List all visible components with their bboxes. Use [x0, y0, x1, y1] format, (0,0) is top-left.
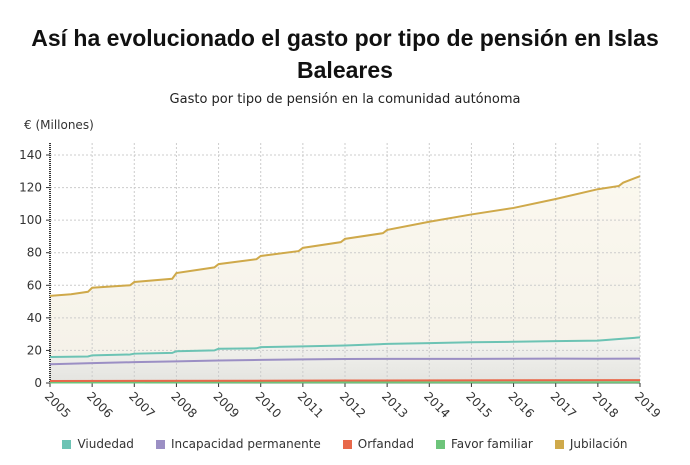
- legend-swatch: [342, 439, 352, 449]
- series-line-viudedad: [49, 336, 641, 358]
- x-tick-label: 2010: [253, 389, 284, 420]
- y-tick-label: 80: [27, 246, 42, 260]
- x-tick-label: 2006: [84, 389, 115, 420]
- x-tick-label: 2013: [379, 389, 410, 420]
- x-tick-label: 2009: [210, 389, 241, 420]
- x-tick-label: 2011: [295, 389, 326, 420]
- legend-item-incapacidad[interactable]: Incapacidad permanente: [155, 437, 321, 451]
- y-tick-label: 60: [27, 278, 42, 292]
- series-line-incapacidad-permanente: [49, 357, 641, 366]
- x-tick-label: 2019: [632, 389, 663, 420]
- legend-swatch: [435, 439, 445, 449]
- legend-swatch: [62, 439, 72, 449]
- legend-label: Incapacidad permanente: [170, 437, 321, 451]
- legend-item-jubilacion[interactable]: Jubilación: [554, 437, 628, 451]
- series-line-orfandad: [49, 379, 641, 383]
- legend-swatch: [155, 439, 165, 449]
- x-tick-label: 2014: [421, 389, 452, 420]
- legend-label: Orfandad: [357, 437, 414, 451]
- chart-title: Así ha evolucionado el gasto por tipo de…: [31, 25, 659, 83]
- y-tick-label: 40: [27, 311, 42, 325]
- x-tick-label: 2018: [590, 389, 621, 420]
- y-tick-label: 140: [19, 148, 42, 162]
- legend-label: Jubilación: [569, 437, 628, 451]
- legend: Viudedad Incapacidad permanente Orfandad…: [0, 437, 690, 451]
- legend-label: Favor familiar: [450, 437, 533, 451]
- x-tick-label: 2016: [505, 389, 536, 420]
- y-tick-label: 100: [19, 213, 42, 227]
- x-tick-label: 2015: [463, 389, 494, 420]
- y-tick-label: 0: [34, 376, 42, 390]
- legend-swatch: [554, 439, 564, 449]
- chart-subtitle: Gasto por tipo de pensión en la comunida…: [169, 92, 521, 107]
- x-tick-label: 2005: [42, 389, 73, 420]
- x-tick-label: 2017: [548, 389, 579, 420]
- x-tick-label: 2012: [337, 389, 368, 420]
- x-tick-label: 2007: [126, 389, 157, 420]
- legend-item-orfandad[interactable]: Orfandad: [342, 437, 414, 451]
- series-line-jubilación: [49, 175, 641, 297]
- y-tick-label: 120: [19, 181, 42, 195]
- x-tick-label: 2008: [168, 389, 199, 420]
- y-tick-label: 20: [27, 343, 42, 357]
- legend-item-viudedad[interactable]: Viudedad: [62, 437, 134, 451]
- legend-label: Viudedad: [77, 437, 134, 451]
- legend-item-favor-familiar[interactable]: Favor familiar: [435, 437, 533, 451]
- y-axis-label: € (Millones): [24, 118, 94, 132]
